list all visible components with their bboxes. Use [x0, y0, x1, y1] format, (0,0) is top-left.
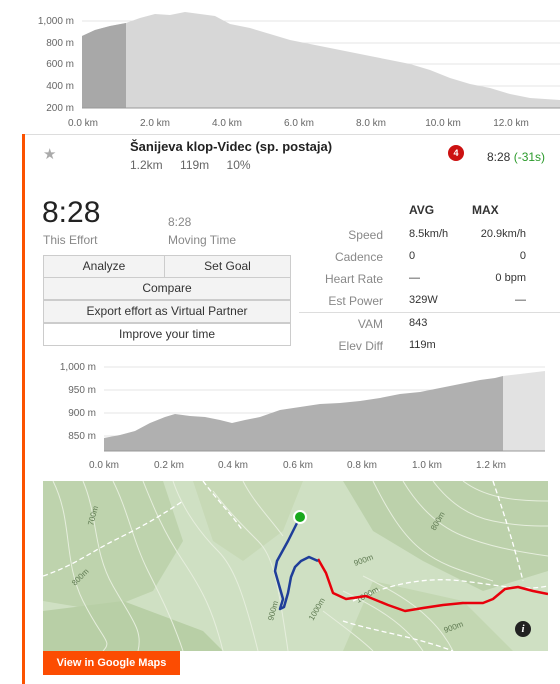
map-canvas[interactable]: 700m 800m 800m 900m 900m 1000m 1000m 900…: [43, 481, 548, 651]
x-tick: 0.8 km: [347, 460, 377, 471]
stat-max: 20.9km/h: [480, 228, 526, 240]
x-tick: 1.2 km: [476, 460, 506, 471]
x-axis: 0.0 km 2.0 km 4.0 km 6.0 km 8.0 km 10.0 …: [68, 118, 529, 129]
y-tick: 600 m: [46, 59, 74, 70]
y-tick: 1,000 m: [60, 362, 96, 373]
section-divider: [22, 134, 560, 135]
stat-avg: 843: [409, 317, 428, 329]
stat-label: Est Power: [328, 294, 383, 308]
x-tick: 0.6 km: [283, 460, 313, 471]
x-tick: 0.2 km: [154, 460, 184, 471]
segment-highlight-area: [82, 23, 126, 108]
stat-label: Cadence: [334, 250, 383, 264]
elevation-area: [82, 12, 560, 108]
x-tick: 0.0 km: [68, 118, 98, 129]
activity-elevation-chart: 1,000 m 800 m 600 m 400 m 200 m 0.0 km 2…: [38, 12, 560, 129]
segment-map[interactable]: 700m 800m 800m 900m 900m 1000m 1000m 900…: [43, 481, 548, 651]
y-axis: 1,000 m 800 m 600 m 400 m 200 m: [38, 16, 74, 114]
stat-label: Elev Diff: [338, 339, 383, 353]
view-in-google-maps-button[interactable]: View in Google Maps: [43, 651, 180, 675]
y-tick: 850 m: [68, 431, 96, 442]
stats-divider: [299, 312, 560, 313]
segment-elev-gain: 119m: [180, 158, 210, 172]
stat-avg: 8.5km/h: [409, 228, 449, 240]
y-tick: 400 m: [46, 81, 74, 92]
y-axis: 1,000 m 950 m 900 m 850 m: [60, 362, 96, 442]
x-tick: 1.0 km: [412, 460, 442, 471]
activity-route: [316, 558, 548, 613]
segment-time-diff: (-31s): [513, 150, 546, 164]
x-tick: 6.0 km: [284, 118, 314, 129]
stat-max: 0 bpm: [495, 272, 526, 284]
avg-header: AVG: [409, 203, 435, 217]
info-icon[interactable]: i: [515, 621, 531, 637]
effort-time: 8:28: [42, 196, 101, 229]
y-tick: 900 m: [68, 408, 96, 419]
selected-segment-accent: [22, 134, 25, 684]
max-header: MAX: [472, 203, 499, 217]
stat-label: Speed: [348, 228, 383, 242]
segment-time: 8:28: [487, 150, 511, 164]
stat-avg: —: [409, 272, 420, 284]
stat-avg: 119m: [409, 339, 436, 351]
compare-button[interactable]: Compare: [43, 277, 291, 300]
star-icon[interactable]: ★: [43, 146, 57, 163]
x-tick: 12.0 km: [493, 118, 529, 129]
segment-elevation-chart: 1,000 m 950 m 900 m 850 m 0.0 km 0.2 km …: [60, 362, 545, 471]
stat-label: VAM: [357, 317, 383, 331]
x-tick: 10.0 km: [425, 118, 461, 129]
export-virtual-partner-button[interactable]: Export effort as Virtual Partner: [43, 300, 291, 323]
x-tick: 0.4 km: [218, 460, 248, 471]
x-axis: 0.0 km 0.2 km 0.4 km 0.6 km 0.8 km 1.0 k…: [89, 460, 506, 471]
y-tick: 800 m: [46, 38, 74, 49]
y-tick: 950 m: [68, 385, 96, 396]
stat-avg: 329W: [409, 294, 438, 306]
segment-route: [273, 516, 319, 611]
segment-time-row: 8:28 (-31s): [487, 150, 545, 164]
segment-distance: 1.2km: [130, 158, 163, 172]
segment-elevation-area: [104, 376, 503, 451]
segment-tail-area: [503, 371, 545, 451]
x-tick: 0.0 km: [89, 460, 119, 471]
effort-time-label: This Effort: [43, 233, 98, 247]
stat-label: Heart Rate: [324, 272, 383, 286]
segment-grade: 10%: [226, 158, 251, 172]
set-goal-button[interactable]: Set Goal: [164, 255, 291, 278]
moving-time-label: Moving Time: [168, 233, 237, 247]
x-tick: 4.0 km: [212, 118, 242, 129]
y-tick: 200 m: [46, 103, 74, 114]
moving-time: 8:28: [168, 215, 192, 229]
segment-meta: 1.2km 119m 10%: [130, 158, 265, 172]
segment-name[interactable]: Šanijeva klop-Videc (sp. postaja): [130, 139, 333, 154]
rank-badge: 4: [448, 145, 464, 161]
stat-max: 0: [519, 250, 526, 262]
analyze-button[interactable]: Analyze: [43, 255, 165, 278]
x-tick: 2.0 km: [140, 118, 170, 129]
segment-start-marker: [293, 510, 307, 524]
stat-max: —: [515, 294, 526, 306]
x-tick: 8.0 km: [356, 118, 386, 129]
y-tick: 1,000 m: [38, 16, 74, 27]
improve-time-button[interactable]: Improve your time: [43, 323, 291, 346]
stat-avg: 0: [409, 250, 416, 262]
